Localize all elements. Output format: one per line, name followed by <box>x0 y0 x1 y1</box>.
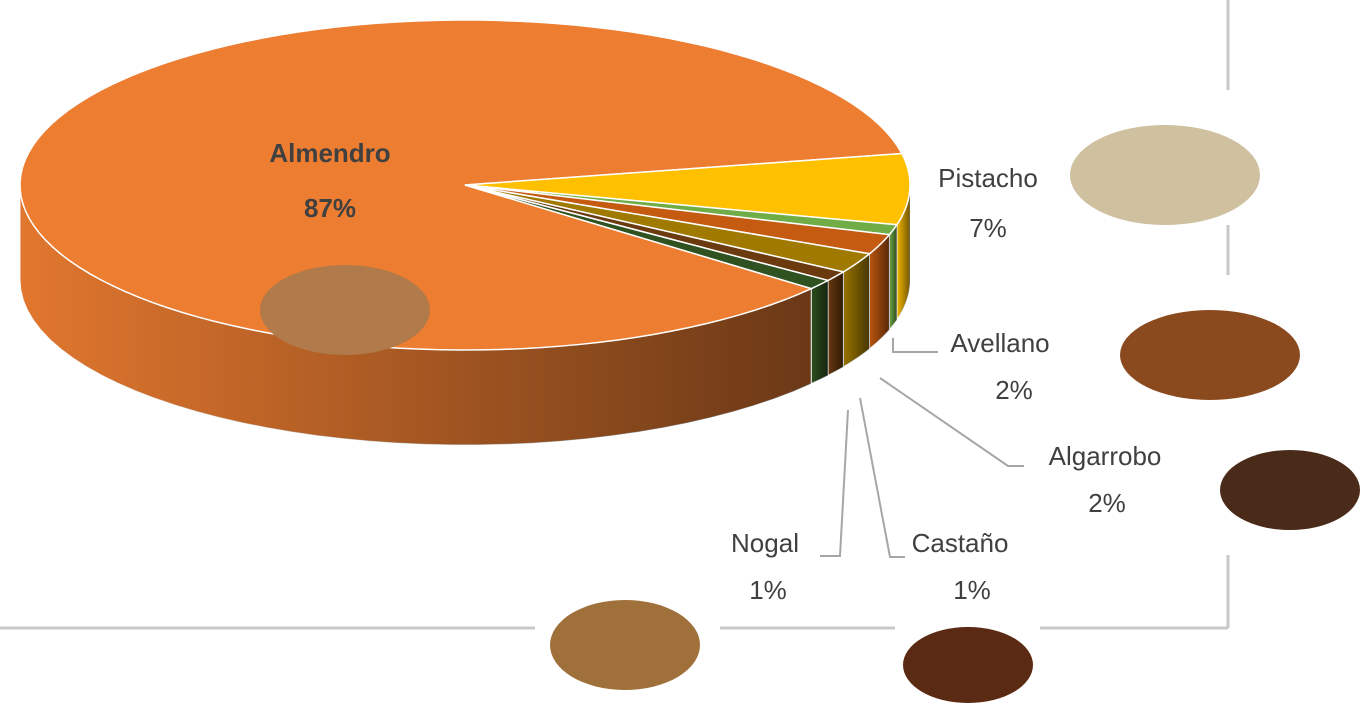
value-label: 2% <box>995 375 1033 405</box>
slice-side-shade <box>20 185 812 445</box>
slice <box>19 19 904 351</box>
slice <box>464 184 846 282</box>
category-label: Algarrobo <box>1049 441 1162 471</box>
leader-line <box>879 377 1024 467</box>
slice-side-shade <box>896 185 910 320</box>
frame <box>0 0 1230 630</box>
value-label: 1% <box>953 575 991 605</box>
slice <box>464 152 911 226</box>
category-label: Castaño <box>912 528 1009 558</box>
slice <box>464 184 831 290</box>
pistachio-icon <box>1070 125 1260 225</box>
value-label: 87% <box>304 193 356 223</box>
category-label: Almendro <box>269 138 390 168</box>
pie <box>19 19 911 446</box>
slice <box>464 184 891 255</box>
category-label: Pistacho <box>938 163 1038 193</box>
slice <box>464 184 872 273</box>
value-label: 1% <box>749 575 787 605</box>
walnut-icon <box>550 600 700 690</box>
carob-icon <box>1220 450 1360 530</box>
slice-side-shade <box>869 234 890 349</box>
hazelnut-icon <box>1120 310 1300 400</box>
almond-icon <box>260 265 430 355</box>
slice-side-shade <box>889 224 897 330</box>
chestnut-icon <box>903 627 1033 703</box>
category-label: Nogal <box>731 528 799 558</box>
leader-line <box>859 397 905 558</box>
leader-line <box>892 338 938 353</box>
category-label: Avellano <box>950 328 1049 358</box>
slice-side-shade <box>828 271 844 376</box>
leader-line <box>820 409 849 557</box>
nut-illustrations <box>260 125 1360 703</box>
labels: Almendro 87% Pistacho 7% Avellano 2% Algarrobo… <box>269 138 1161 605</box>
value-label: 7% <box>969 213 1007 243</box>
slice-side-shade <box>843 253 870 367</box>
slice-side-shade <box>811 280 829 384</box>
value-label: 2% <box>1088 488 1126 518</box>
